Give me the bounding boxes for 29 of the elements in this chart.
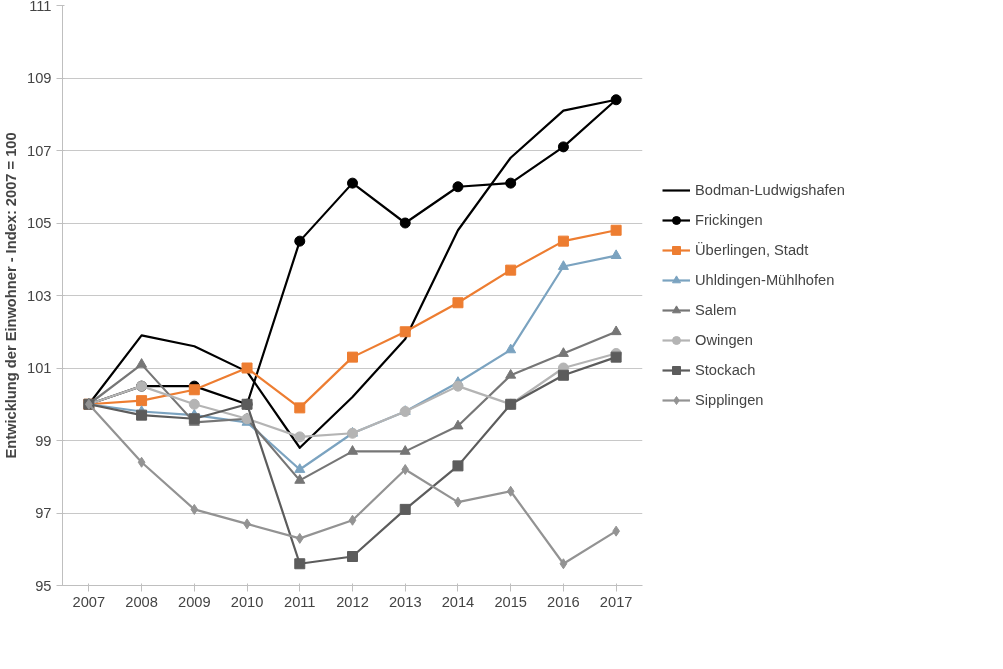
x-tick-label: 2015: [494, 593, 527, 610]
x-tick-label: 2011: [284, 593, 316, 610]
y-tick-label: 99: [35, 432, 52, 449]
x-tick-label: 2014: [441, 593, 475, 610]
legend-label: Überlingen, Stadt: [695, 242, 809, 258]
y-tick-label: 95: [35, 577, 52, 594]
x-tick-label: 2013: [388, 593, 422, 610]
x-tick-label: 2009: [178, 593, 211, 610]
legend-label: Frickingen: [695, 212, 763, 228]
x-tick-label: 2008: [125, 593, 158, 610]
y-tick-label: 101: [27, 360, 52, 376]
legend-label: Bodman-Ludwigshafen: [695, 182, 845, 198]
y-tick-label: 107: [27, 142, 52, 159]
legend-label: Sipplingen: [695, 392, 764, 408]
y-tick-label: 103: [27, 287, 52, 304]
y-tick-label: 111: [29, 0, 52, 14]
x-tick-label: 2007: [72, 593, 106, 610]
legend-label: Stockach: [695, 362, 756, 378]
y-tick-label: 105: [27, 215, 52, 231]
legend-label: Uhldingen-Mühlhofen: [695, 272, 835, 288]
x-tick-label: 2016: [547, 593, 580, 610]
legend-label: Owingen: [695, 332, 753, 348]
x-tick-label: 2017: [599, 593, 633, 610]
y-axis-title: Entwicklung der Einwohner - Index: 2007 = 100: [3, 132, 20, 459]
x-tick-label: 2012: [336, 593, 369, 610]
y-tick-label: 109: [27, 70, 52, 86]
legend-label: Salem: [695, 302, 737, 318]
y-tick-label: 97: [35, 505, 52, 521]
x-tick-label: 2010: [230, 593, 264, 610]
